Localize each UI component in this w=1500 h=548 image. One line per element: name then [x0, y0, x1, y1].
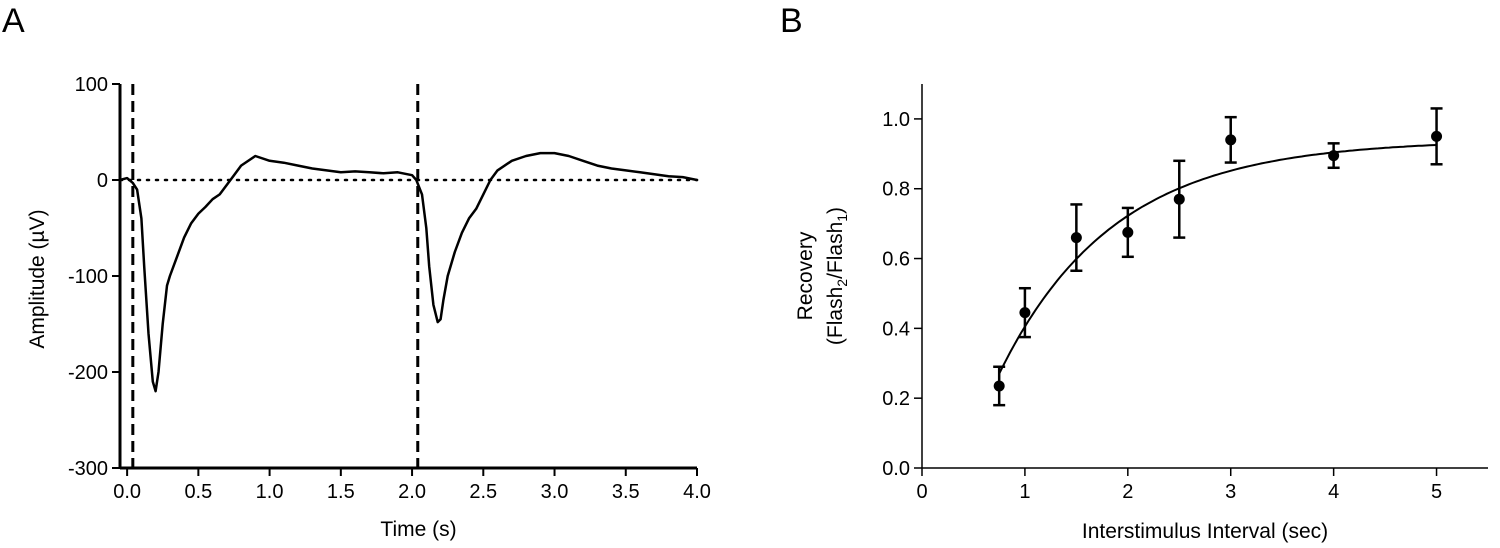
y-tick-label: -300	[68, 458, 108, 480]
y-axis-title-line1: Recovery	[794, 231, 817, 320]
y-tick-label: 0.4	[882, 318, 910, 340]
data-point	[1328, 150, 1340, 162]
panel-b-letter: B	[780, 2, 803, 40]
y-tick-label: 0.0	[882, 458, 910, 480]
y-tick-label: 0	[97, 170, 108, 192]
x-tick-label: 0.5	[184, 481, 212, 503]
fit-curve	[998, 144, 1437, 375]
y-tick-label: 0.8	[882, 179, 910, 201]
x-tick-label: 5	[1431, 481, 1442, 503]
y-tick-label: -200	[68, 362, 108, 384]
x-tick-label: 0	[916, 481, 927, 503]
x-tick-label: 1	[1019, 481, 1030, 503]
y-axis-title-part: )	[824, 207, 847, 214]
data-point	[993, 380, 1005, 392]
x-tick-label: 3	[1225, 481, 1236, 503]
y-axis-title-part: (Flash	[824, 287, 847, 345]
y-tick-label: 1.0	[882, 109, 910, 131]
x-tick-label: 0.0	[113, 481, 141, 503]
x-tick-label: 3.0	[541, 481, 569, 503]
x-tick-label: 2.5	[469, 481, 497, 503]
y-axis-title-part: /Flash	[824, 222, 847, 279]
y-tick-label: 100	[75, 74, 108, 96]
x-axis-title: Time (s)	[380, 518, 456, 541]
x-tick-label: 1.5	[327, 481, 355, 503]
data-point	[1225, 134, 1237, 146]
erg-trace-line	[118, 151, 699, 393]
y-axis-title-subscript: 1	[834, 214, 850, 222]
x-tick-label: 2	[1122, 481, 1133, 503]
data-point	[1173, 193, 1185, 205]
y-axis-title-line2: (Flash2/Flash1)	[824, 207, 850, 345]
panel-a-letter: A	[2, 2, 25, 40]
x-tick-label: 3.5	[612, 481, 640, 503]
y-axis-title-subscript: 2	[834, 279, 850, 287]
y-tick-label: 0.2	[882, 388, 910, 410]
x-tick-label: 4.0	[683, 481, 711, 503]
x-axis-title: Interstimulus Interval (sec)	[1082, 520, 1328, 543]
chart-b-recovery: 0.0 0.2 0.4 0.6 0.8 1.0 0 1 2 3 4 5 Interstimulus In…	[794, 84, 1488, 543]
x-tick-label: 2.0	[398, 481, 426, 503]
x-tick-label: 1.0	[256, 481, 284, 503]
data-point	[1019, 307, 1031, 319]
data-point	[1431, 130, 1443, 142]
x-tick-label: 4	[1328, 481, 1339, 503]
y-axis-title: Amplitude (µV)	[26, 209, 49, 348]
y-tick-label: 0.6	[882, 249, 910, 271]
y-tick-label: -100	[68, 266, 108, 288]
data-point	[1070, 232, 1082, 244]
data-point	[1122, 226, 1134, 238]
